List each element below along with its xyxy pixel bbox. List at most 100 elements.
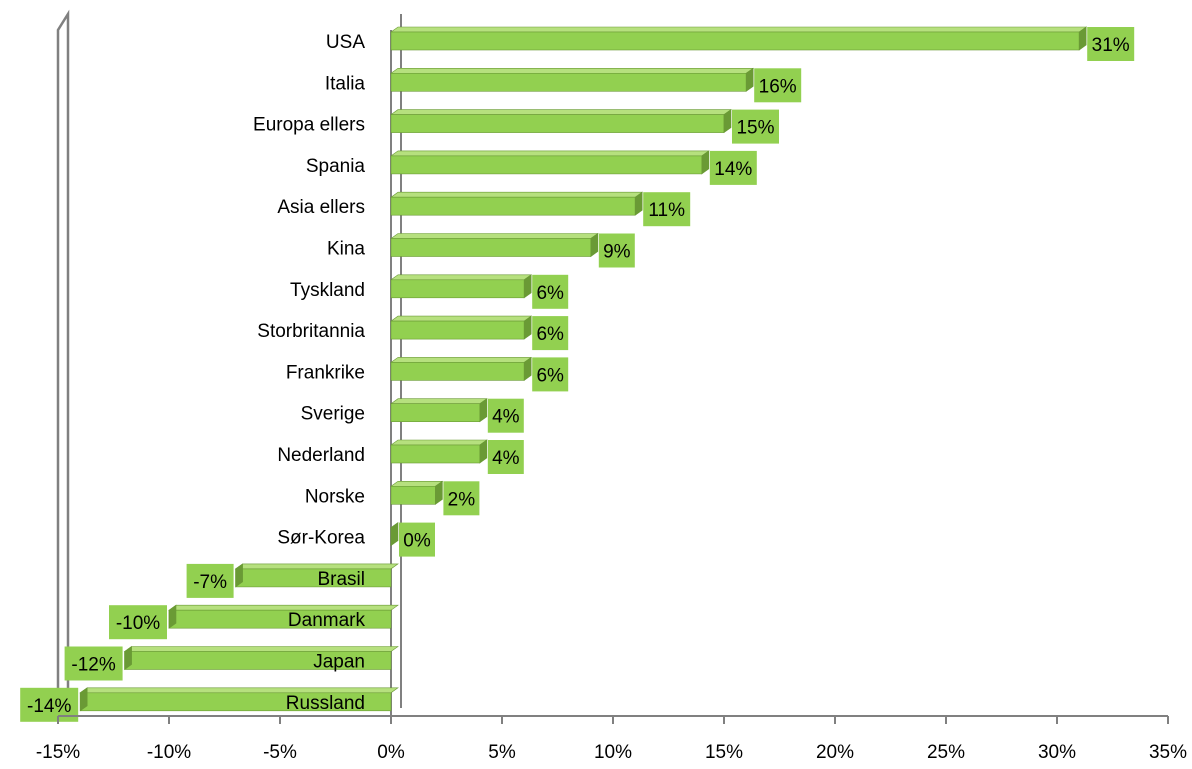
category-label: Tyskland xyxy=(290,280,365,301)
data-label: 6% xyxy=(532,274,569,309)
category-label: Japan xyxy=(313,652,365,673)
bar-side-face xyxy=(79,687,88,712)
data-label: -14% xyxy=(20,687,79,722)
bars xyxy=(79,26,1088,712)
bar-front-face xyxy=(390,485,436,505)
data-label: -10% xyxy=(109,605,167,640)
bar-front-face xyxy=(390,279,525,299)
data-label-text: 6% xyxy=(536,283,564,304)
bar-front-face xyxy=(390,73,747,92)
bar-side-face xyxy=(523,274,532,299)
x-axis: -15% -10% -5% 0% 5% 10% 15% 20% 25% 30% 35% xyxy=(36,715,1187,763)
bar-top-face xyxy=(390,191,644,198)
bar-11 xyxy=(390,439,488,464)
bar-side-face xyxy=(390,522,399,547)
bar-side-face xyxy=(124,645,132,671)
category-label: Brasil xyxy=(317,569,365,590)
data-label-box xyxy=(643,192,691,227)
bar-side-face xyxy=(523,356,532,381)
bar-6 xyxy=(390,232,599,258)
x-tick-label: -15% xyxy=(36,742,80,763)
bar-12 xyxy=(390,480,444,505)
data-label-box xyxy=(532,316,569,351)
bar-top-face xyxy=(390,357,533,363)
bar-top-face xyxy=(390,233,599,239)
bar-side-face xyxy=(479,398,488,423)
bar-front-face xyxy=(390,238,592,257)
data-label: 11% xyxy=(643,192,691,227)
x-tick-label: 0% xyxy=(377,742,405,763)
data-label-box xyxy=(443,481,480,516)
data-label-text: -10% xyxy=(116,613,160,634)
bar-side-face xyxy=(435,480,443,505)
data-label-box xyxy=(709,150,757,185)
data-label-text: -14% xyxy=(27,696,71,717)
data-label: 6% xyxy=(532,316,569,351)
bar-3 xyxy=(390,109,732,134)
category-label: Norske xyxy=(305,486,365,507)
category-label: Danmark xyxy=(288,610,366,631)
data-label-box xyxy=(532,357,569,392)
data-label-text: 15% xyxy=(736,118,774,139)
category-label: Spania xyxy=(306,156,366,177)
data-label-text: 6% xyxy=(536,365,564,386)
bar-7 xyxy=(390,274,533,299)
data-label: 16% xyxy=(754,68,802,103)
data-label: 31% xyxy=(1087,27,1135,61)
bar-9 xyxy=(390,356,533,381)
bar-15 xyxy=(168,604,399,629)
category-label: Italia xyxy=(325,73,366,94)
category-label: Nederland xyxy=(277,445,365,466)
bar-front-face xyxy=(390,444,481,464)
data-label-box xyxy=(532,274,569,309)
bar-4 xyxy=(390,150,710,175)
bar-side-face xyxy=(701,150,710,175)
data-labels: 31%16%15%14%11%9%6%6%6%4%4%2%0%-7%-10%-1… xyxy=(20,27,1135,722)
data-label-box xyxy=(186,563,234,598)
data-label-text: 2% xyxy=(448,489,476,510)
bar-5 xyxy=(390,191,644,216)
data-label-box xyxy=(598,233,635,268)
bar-top-face xyxy=(390,109,732,115)
data-label-text: 4% xyxy=(492,407,520,428)
category-label: Europa ellers xyxy=(253,115,365,136)
data-label-text: -12% xyxy=(71,655,115,676)
data-label: 6% xyxy=(532,357,569,392)
x-tick-label: 10% xyxy=(594,742,632,763)
bar-top-face xyxy=(390,68,755,74)
bar-top-face xyxy=(390,26,1088,33)
data-label: 4% xyxy=(487,440,524,474)
category-labels: USA Italia Europa ellers Spania Asia ellers K… xyxy=(253,32,365,714)
bar-front-face xyxy=(390,114,725,133)
left-wall-edge xyxy=(56,9,70,716)
data-label: 4% xyxy=(487,398,524,433)
category-label: Russland xyxy=(286,693,365,714)
data-label-text: 16% xyxy=(759,76,797,97)
category-label: Asia ellers xyxy=(277,197,365,218)
bar-side-face xyxy=(745,67,754,92)
bar-side-face xyxy=(634,191,643,216)
data-label-box xyxy=(64,646,123,681)
x-tick-label: 15% xyxy=(705,742,743,763)
bar-front-face xyxy=(390,31,1080,51)
bar-front-face xyxy=(390,320,525,340)
x-tick-label: -10% xyxy=(147,742,191,763)
bar-10 xyxy=(390,398,488,423)
data-label: -7% xyxy=(186,563,234,598)
data-label-text: 6% xyxy=(536,324,564,345)
bar-front-face xyxy=(390,403,481,423)
x-tick-label: -5% xyxy=(263,742,297,763)
data-label-box xyxy=(399,522,435,557)
data-label-text: -7% xyxy=(193,572,227,593)
category-label: Sør-Korea xyxy=(277,528,365,549)
data-label: 9% xyxy=(598,233,635,268)
data-label: 15% xyxy=(732,109,779,144)
bar-side-face xyxy=(523,315,532,340)
bar-14 xyxy=(234,563,399,588)
category-label: Storbritannia xyxy=(257,321,365,342)
x-tick-label: 20% xyxy=(816,742,854,763)
category-label: USA xyxy=(326,32,365,53)
data-label: 14% xyxy=(709,150,757,185)
bar-16 xyxy=(123,645,399,671)
